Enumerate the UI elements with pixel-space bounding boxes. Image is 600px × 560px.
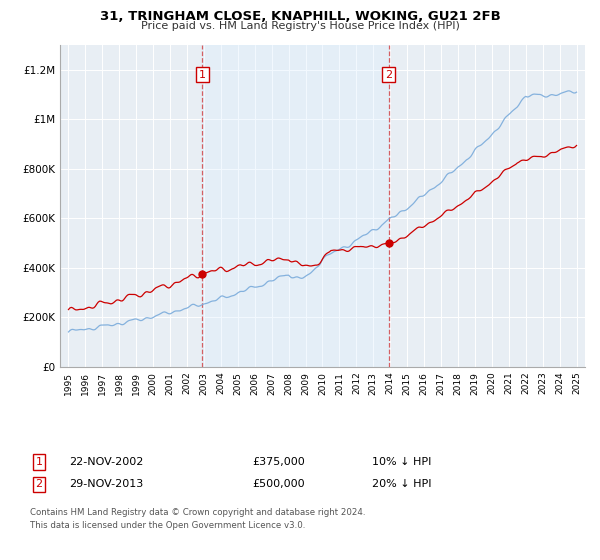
Text: 22-NOV-2002: 22-NOV-2002	[69, 457, 143, 467]
Text: 10% ↓ HPI: 10% ↓ HPI	[372, 457, 431, 467]
Text: 2: 2	[35, 479, 43, 489]
Bar	[202, 45, 389, 367]
Text: This data is licensed under the Open Government Licence v3.0.: This data is licensed under the Open Gov…	[30, 521, 305, 530]
Text: 29-NOV-2013: 29-NOV-2013	[69, 479, 143, 489]
Text: 2: 2	[385, 69, 392, 80]
Text: Contains HM Land Registry data © Crown copyright and database right 2024.: Contains HM Land Registry data © Crown c…	[30, 508, 365, 517]
Text: 1: 1	[199, 69, 206, 80]
Text: 31, TRINGHAM CLOSE, KNAPHILL, WOKING, GU21 2FB: 31, TRINGHAM CLOSE, KNAPHILL, WOKING, GU…	[100, 10, 500, 23]
Text: 20% ↓ HPI: 20% ↓ HPI	[372, 479, 431, 489]
Text: £500,000: £500,000	[252, 479, 305, 489]
Text: £375,000: £375,000	[252, 457, 305, 467]
Text: 1: 1	[35, 457, 43, 467]
Text: Price paid vs. HM Land Registry's House Price Index (HPI): Price paid vs. HM Land Registry's House …	[140, 21, 460, 31]
